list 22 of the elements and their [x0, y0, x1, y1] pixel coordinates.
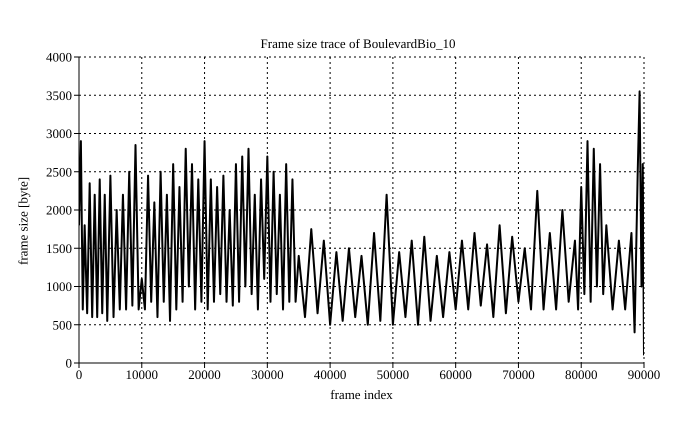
chart-title: Frame size trace of BoulevardBio_10 [260, 36, 456, 51]
x-tick-label: 80000 [564, 367, 598, 382]
y-tick-label: 500 [52, 317, 72, 332]
x-tick-label: 50000 [376, 367, 410, 382]
y-tick-label: 1500 [46, 240, 72, 256]
x-tick-label: 40000 [314, 367, 346, 382]
y-tick-label: 3500 [46, 88, 72, 103]
x-tick-label: 10000 [126, 367, 158, 382]
x-tick-label: 90000 [628, 367, 660, 382]
x-tick-label: 0 [76, 367, 82, 382]
y-tick-label: 3000 [46, 126, 72, 142]
y-axis-title: frame size [byte] [16, 176, 31, 265]
x-axis-title: frame index [330, 387, 394, 402]
x-tick-label: 20000 [188, 367, 221, 382]
y-tick-label: 2500 [46, 164, 72, 180]
y-tick-label: 4000 [46, 50, 72, 65]
x-tick-label: 30000 [251, 367, 284, 382]
x-tick-label: 70000 [502, 367, 535, 382]
x-tick-label: 60000 [439, 367, 472, 382]
y-tick-label: 2000 [46, 202, 72, 218]
y-tick-label: 0 [66, 356, 72, 371]
y-tick-label: 1000 [46, 279, 72, 294]
